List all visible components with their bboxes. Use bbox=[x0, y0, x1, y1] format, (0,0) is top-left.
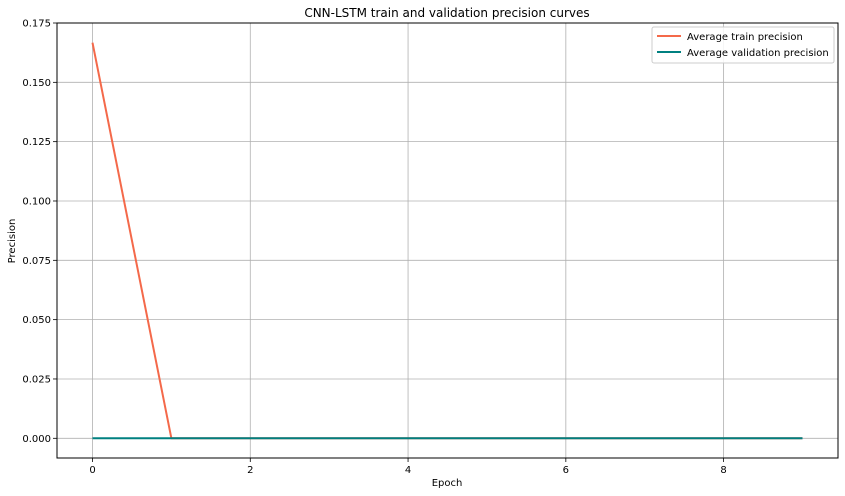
legend-label-train: Average train precision bbox=[687, 32, 803, 43]
y-tick-label: 0.000 bbox=[22, 434, 51, 445]
y-axis-ticks: 0.000 0.025 0.050 0.075 0.100 0.125 0.150 0.175 bbox=[22, 19, 57, 445]
x-axis-ticks: 0 2 4 6 8 bbox=[89, 458, 727, 476]
x-tick-label: 2 bbox=[247, 465, 253, 476]
x-axis-label: Epoch bbox=[432, 478, 463, 489]
y-tick-label: 0.100 bbox=[22, 196, 51, 207]
y-tick-label: 0.125 bbox=[22, 137, 51, 148]
x-tick-label: 0 bbox=[89, 465, 95, 476]
x-tick-label: 4 bbox=[405, 465, 411, 476]
y-tick-label: 0.075 bbox=[22, 256, 51, 267]
legend-label-validation: Average validation precision bbox=[687, 48, 829, 59]
series-lines bbox=[91, 42, 803, 440]
y-tick-label: 0.175 bbox=[22, 19, 51, 30]
x-tick-label: 8 bbox=[720, 465, 726, 476]
legend-box bbox=[651, 26, 835, 64]
y-axis-label: Precision bbox=[7, 219, 18, 264]
chart-title: CNN-LSTM train and validation precision … bbox=[304, 6, 589, 20]
y-tick-label: 0.150 bbox=[22, 78, 51, 89]
legend: Average train precision Average validati… bbox=[651, 26, 835, 64]
plot-frame bbox=[56, 22, 839, 459]
y-tick-label: 0.050 bbox=[22, 315, 51, 326]
y-tick-label: 0.025 bbox=[22, 374, 51, 385]
x-tick-label: 6 bbox=[563, 465, 569, 476]
